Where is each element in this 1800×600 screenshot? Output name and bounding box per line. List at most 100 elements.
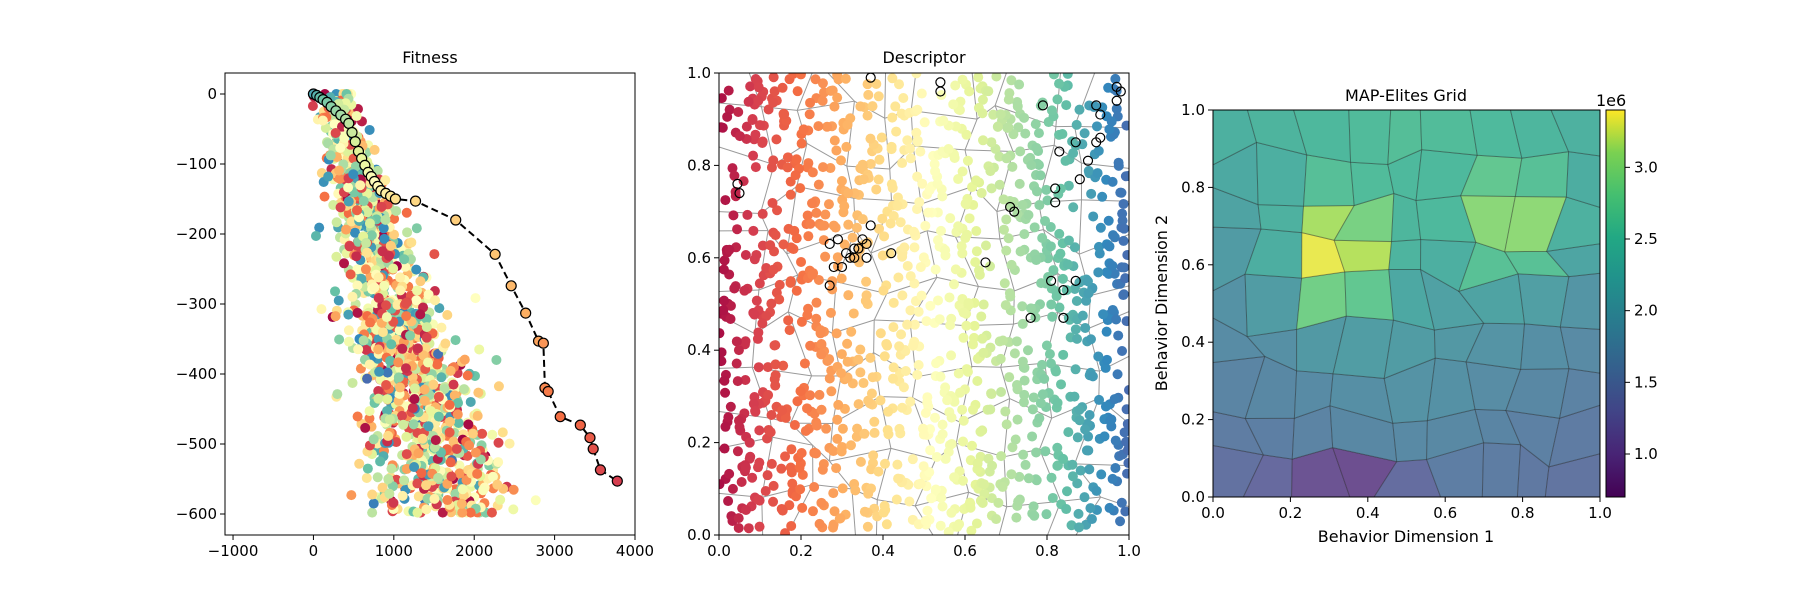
descriptor-point	[768, 155, 779, 166]
descriptor-point	[986, 388, 997, 399]
descriptor-point	[1110, 73, 1121, 84]
descriptor-point	[779, 109, 790, 120]
descriptor-point	[1019, 375, 1030, 386]
descriptor-point	[1054, 228, 1065, 239]
map-elites-cell	[1545, 196, 1600, 252]
fitness-point	[323, 171, 334, 182]
voronoi-edge	[884, 118, 891, 170]
descriptor-point	[957, 74, 968, 85]
descriptor-point	[850, 485, 861, 496]
fitness-point	[442, 478, 453, 489]
map-elites-cell	[1344, 268, 1395, 321]
descriptor-point	[832, 414, 843, 425]
descriptor-point	[809, 482, 820, 493]
descriptor-point	[1025, 303, 1036, 314]
descriptor-point	[1007, 442, 1018, 453]
descriptor-point	[1015, 246, 1026, 257]
descriptor-xtick-label: 0.2	[789, 542, 813, 560]
descriptor-point	[846, 326, 857, 337]
descriptor-point	[843, 188, 854, 199]
descriptor-point	[958, 307, 969, 318]
descriptor-point	[1001, 214, 1012, 225]
descriptor-point	[863, 488, 874, 499]
map-elites-cell	[1333, 239, 1393, 273]
descriptor-point	[879, 458, 890, 469]
descriptor-point	[919, 117, 930, 128]
voronoi-edge	[873, 319, 875, 353]
descriptor-point	[1120, 273, 1129, 284]
voronoi-edge	[884, 73, 887, 119]
descriptor-highlighted-point	[980, 257, 991, 268]
fitness-point	[436, 372, 447, 383]
descriptor-point	[1122, 445, 1129, 456]
voronoi-edge	[879, 396, 892, 449]
descriptor-point	[926, 493, 937, 504]
descriptor-point	[1119, 427, 1129, 438]
voronoi-edge	[786, 186, 798, 254]
descriptor-point	[1088, 211, 1099, 222]
fitness-point	[392, 299, 403, 310]
descriptor-point	[807, 506, 818, 517]
descriptor-point	[1012, 384, 1023, 395]
fitness-point	[444, 427, 455, 438]
descriptor-point	[1083, 288, 1094, 299]
fitness-point	[448, 379, 459, 390]
descriptor-point	[879, 500, 890, 511]
map-elites-ytick-label: 0.4	[1181, 333, 1205, 351]
fitness-point	[383, 430, 394, 441]
descriptor-point	[719, 295, 730, 306]
colorbar-tick-label: 3.0	[1634, 158, 1658, 176]
descriptor-point	[957, 404, 968, 415]
descriptor-point	[969, 320, 980, 331]
descriptor-point	[971, 175, 982, 186]
descriptor-highlighted-point	[935, 86, 946, 97]
descriptor-xtick-label: 1.0	[1117, 542, 1141, 560]
pareto-front-point	[346, 126, 358, 139]
descriptor-point	[866, 388, 877, 399]
descriptor-point	[1014, 178, 1025, 189]
fitness-point	[459, 384, 470, 395]
fitness-point	[358, 196, 369, 207]
descriptor-point	[1067, 136, 1078, 147]
descriptor-point	[795, 183, 806, 194]
descriptor-point	[720, 387, 731, 398]
map-elites-xlabel: Behavior Dimension 1	[1318, 527, 1494, 546]
descriptor-point	[1120, 506, 1129, 517]
descriptor-point	[1118, 198, 1129, 209]
descriptor-point	[848, 308, 859, 319]
descriptor-point	[1123, 458, 1129, 469]
map-elites-ytick-label: 1.0	[1181, 101, 1205, 119]
descriptor-point	[955, 387, 966, 398]
descriptor-point	[817, 464, 828, 475]
descriptor-highlighted-points	[732, 73, 1126, 323]
fitness-point	[360, 422, 371, 433]
descriptor-point	[1022, 345, 1033, 356]
map-elites-cell	[1545, 243, 1600, 278]
descriptor-point	[897, 158, 908, 169]
descriptor-point	[1122, 418, 1129, 429]
descriptor-point	[931, 358, 942, 369]
fitness-point	[418, 350, 429, 361]
descriptor-point	[750, 129, 761, 140]
voronoi-edge	[836, 281, 887, 295]
fitness-point	[353, 344, 364, 355]
map-elites-cell	[1558, 368, 1600, 420]
descriptor-point	[839, 239, 850, 250]
descriptor-point	[1113, 157, 1124, 168]
pareto-front-point	[594, 464, 607, 476]
descriptor-point	[768, 496, 779, 507]
descriptor-point	[1054, 302, 1065, 313]
descriptor-point	[1057, 273, 1068, 284]
fitness-point	[454, 468, 465, 479]
descriptor-point	[828, 488, 839, 499]
descriptor-point	[911, 127, 922, 138]
fitness-point	[345, 269, 356, 280]
descriptor-point	[1048, 265, 1059, 276]
descriptor-point	[1071, 296, 1082, 307]
descriptor-point	[823, 199, 834, 210]
descriptor-point	[1123, 385, 1129, 396]
fitness-point	[459, 354, 470, 365]
descriptor-point	[754, 278, 765, 289]
descriptor-point	[940, 453, 951, 464]
fitness-point	[421, 332, 432, 343]
